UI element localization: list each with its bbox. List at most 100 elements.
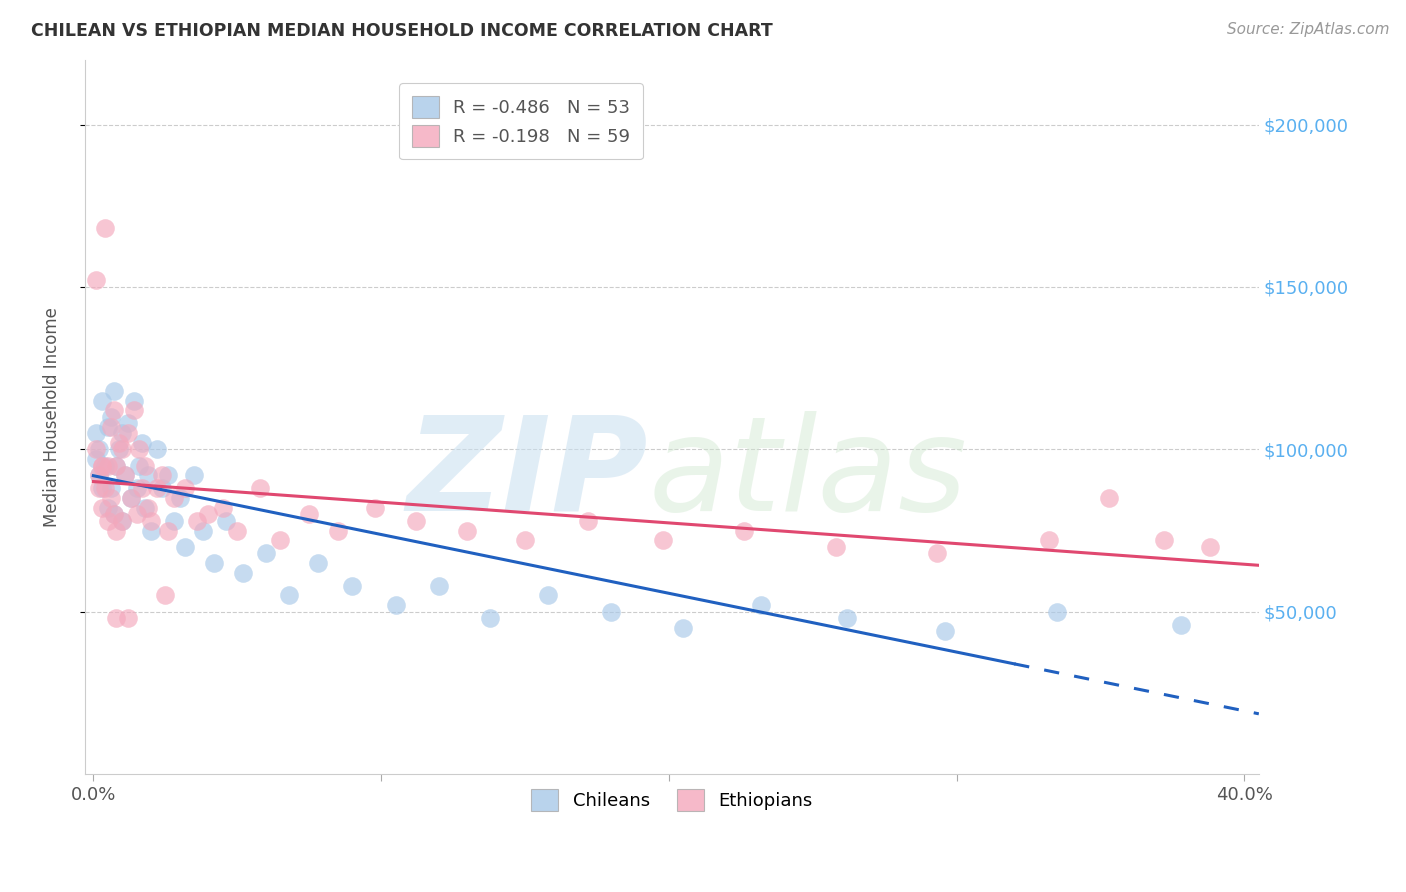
Point <box>117 611 139 625</box>
Point <box>91 458 114 473</box>
Point <box>120 491 142 505</box>
Point <box>87 442 110 457</box>
Point <box>97 419 120 434</box>
Point <box>103 508 125 522</box>
Point <box>163 514 186 528</box>
Point <box>139 524 162 538</box>
Point <box>254 546 277 560</box>
Point <box>97 514 120 528</box>
Point <box>94 458 117 473</box>
Point <box>278 589 301 603</box>
Point <box>174 540 197 554</box>
Point <box>427 579 450 593</box>
Point <box>84 452 107 467</box>
Point <box>749 599 772 613</box>
Point <box>120 491 142 505</box>
Point <box>169 491 191 505</box>
Point <box>94 221 117 235</box>
Point <box>117 417 139 431</box>
Y-axis label: Median Household Income: Median Household Income <box>44 307 60 527</box>
Point <box>105 611 128 625</box>
Point <box>100 491 122 505</box>
Point <box>108 442 131 457</box>
Point <box>226 524 249 538</box>
Point <box>100 481 122 495</box>
Point <box>100 409 122 424</box>
Point <box>114 468 136 483</box>
Point <box>100 419 122 434</box>
Point <box>87 468 110 483</box>
Point <box>513 533 536 548</box>
Point <box>111 514 134 528</box>
Point <box>114 468 136 483</box>
Point <box>174 481 197 495</box>
Point <box>134 500 156 515</box>
Text: atlas: atlas <box>648 410 967 538</box>
Point <box>91 458 114 473</box>
Text: ZIP: ZIP <box>406 410 648 538</box>
Point <box>111 514 134 528</box>
Point <box>183 468 205 483</box>
Point <box>91 481 114 495</box>
Point <box>342 579 364 593</box>
Point <box>128 442 150 457</box>
Point <box>97 500 120 515</box>
Point <box>131 481 153 495</box>
Point <box>117 426 139 441</box>
Point <box>145 481 167 495</box>
Point <box>84 442 107 457</box>
Point <box>824 540 846 554</box>
Point <box>307 556 329 570</box>
Point <box>111 442 134 457</box>
Point <box>134 458 156 473</box>
Point <box>125 508 148 522</box>
Point <box>91 500 114 515</box>
Text: CHILEAN VS ETHIOPIAN MEDIAN HOUSEHOLD INCOME CORRELATION CHART: CHILEAN VS ETHIOPIAN MEDIAN HOUSEHOLD IN… <box>31 22 773 40</box>
Point <box>576 514 599 528</box>
Point <box>672 621 695 635</box>
Point <box>1199 540 1222 554</box>
Point <box>249 481 271 495</box>
Point <box>94 481 117 495</box>
Point <box>125 481 148 495</box>
Point <box>1046 605 1069 619</box>
Point <box>155 589 177 603</box>
Point <box>105 524 128 538</box>
Point <box>384 599 406 613</box>
Point <box>111 426 134 441</box>
Point <box>157 468 180 483</box>
Point <box>136 500 159 515</box>
Point <box>152 468 174 483</box>
Point <box>212 500 235 515</box>
Point <box>103 384 125 398</box>
Point <box>1038 533 1060 548</box>
Point <box>215 514 238 528</box>
Point <box>364 500 387 515</box>
Point <box>326 524 349 538</box>
Point <box>479 611 502 625</box>
Point <box>97 458 120 473</box>
Point <box>84 426 107 441</box>
Point <box>733 524 755 538</box>
Point <box>934 624 956 639</box>
Point <box>131 435 153 450</box>
Point <box>186 514 208 528</box>
Point <box>122 403 145 417</box>
Point <box>298 508 321 522</box>
Point <box>456 524 478 538</box>
Point <box>145 442 167 457</box>
Point <box>600 605 623 619</box>
Point <box>537 589 560 603</box>
Point <box>232 566 254 580</box>
Point <box>139 514 162 528</box>
Point <box>152 481 174 495</box>
Point <box>87 481 110 495</box>
Legend: Chileans, Ethiopians: Chileans, Ethiopians <box>516 775 827 826</box>
Point <box>87 468 110 483</box>
Point <box>103 508 125 522</box>
Text: Source: ZipAtlas.com: Source: ZipAtlas.com <box>1226 22 1389 37</box>
Point <box>1170 617 1192 632</box>
Point <box>652 533 675 548</box>
Point <box>105 458 128 473</box>
Point <box>191 524 214 538</box>
